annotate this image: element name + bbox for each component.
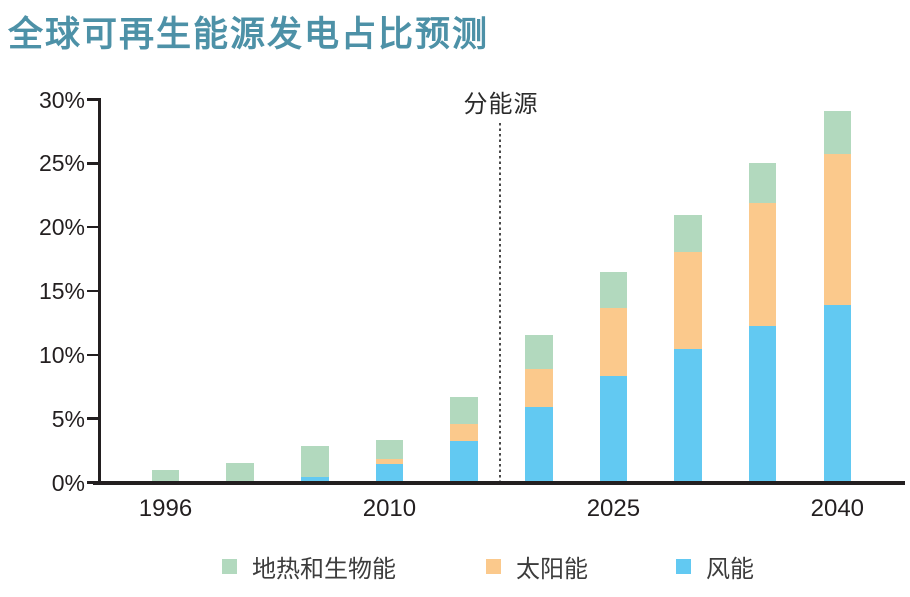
bar-segment-wind	[823, 305, 852, 481]
x-axis-line	[93, 481, 905, 485]
y-tick	[87, 225, 98, 229]
bar-segment-geo-bio	[151, 470, 180, 481]
bar-segment-wind	[301, 476, 329, 481]
y-tick	[87, 353, 98, 357]
bar-segment-wind	[450, 441, 478, 481]
legend-label: 风能	[706, 555, 754, 583]
bar-segment-geo-bio	[525, 335, 553, 369]
bar-segment-solar	[599, 308, 628, 376]
y-tick-label: 10%	[38, 341, 85, 368]
bar-segment-geo-bio	[226, 463, 254, 481]
bar-segment-solar	[748, 203, 777, 326]
y-tick-label: 20%	[38, 214, 85, 241]
bar-segment-geo-bio	[450, 396, 478, 425]
bar-segment-geo-bio	[301, 445, 329, 477]
y-axis-line	[98, 98, 101, 484]
legend-item-solar: 太阳能	[486, 551, 588, 583]
legend-swatch-solar	[486, 558, 501, 574]
y-tick-label: 15%	[38, 278, 85, 304]
legend-item-wind: 风能	[676, 551, 754, 583]
bar-segment-solar	[450, 424, 478, 442]
legend-swatch-wind	[676, 558, 691, 574]
y-tick	[87, 289, 98, 293]
legend-swatch-geo-bio	[222, 558, 237, 574]
x-tick-label: 2025	[586, 495, 641, 522]
y-tick-label: 5%	[51, 405, 85, 432]
y-tick	[87, 417, 98, 420]
bar-segment-wind	[748, 325, 777, 481]
legend-item-geo-bio: 地热和生物能	[222, 551, 396, 583]
x-tick-label: 2040	[810, 495, 865, 522]
bar-segment-solar	[375, 458, 404, 464]
bar-segment-geo-bio	[748, 163, 777, 204]
y-tick	[87, 162, 98, 165]
bar-segment-wind	[599, 375, 628, 481]
divider-label: 分能源	[463, 91, 539, 118]
x-tick-label: 2010	[362, 495, 417, 522]
y-tick	[87, 481, 98, 484]
y-tick	[87, 98, 98, 101]
chart-title: 全球可再生能源发电占比预测	[8, 15, 490, 54]
bar-segment-geo-bio	[375, 440, 404, 459]
bar-segment-solar	[674, 251, 702, 349]
legend: 地热和生物能 太阳能 风能	[0, 551, 910, 583]
bar-segment-solar	[525, 368, 553, 407]
legend-label: 太阳能	[516, 555, 588, 583]
bar-segment-wind	[375, 463, 404, 481]
bar-segment-geo-bio	[599, 271, 628, 308]
bar-segment-geo-bio	[823, 110, 852, 155]
bar-segment-wind	[525, 406, 553, 481]
bar-segment-geo-bio	[674, 214, 702, 252]
x-tick-label: 1996	[138, 495, 193, 522]
y-tick-label: 30%	[38, 86, 85, 113]
y-tick-label: 0%	[51, 469, 85, 496]
y-tick-label: 25%	[38, 150, 85, 177]
legend-label: 地热和生物能	[252, 555, 396, 583]
forecast-divider-line	[499, 123, 501, 481]
bar-segment-solar	[823, 154, 852, 306]
bar-segment-wind	[674, 348, 702, 481]
